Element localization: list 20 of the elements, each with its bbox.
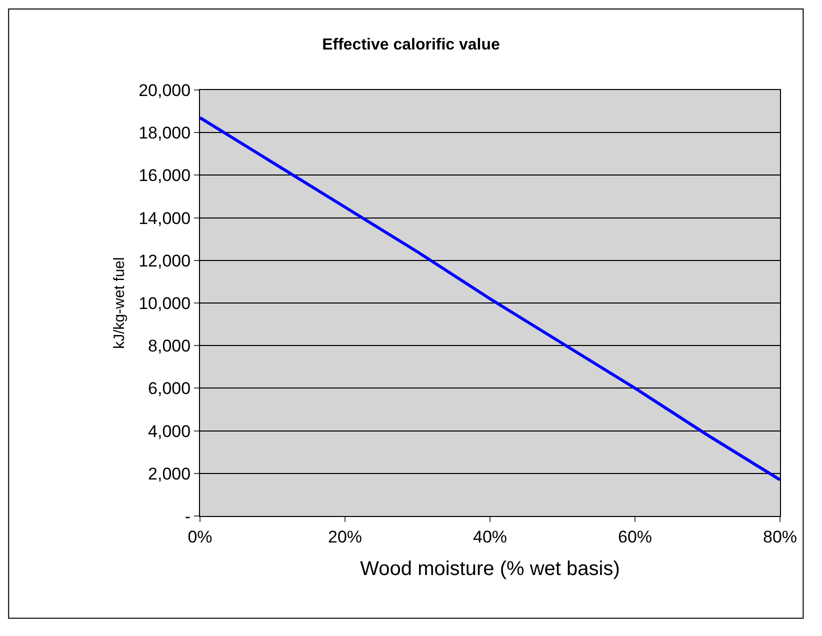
x-tick-label: 0% [188,527,212,546]
y-tick-label: 12,000 [138,251,191,270]
y-tick-label: 14,000 [138,208,191,228]
x-tick-label: 60% [618,527,652,546]
x-tick-label: 40% [472,527,508,546]
chart-title: Effective calorific value [322,36,500,54]
y-tick-label: 8,000 [148,336,191,356]
y-tick-label: 18,000 [138,124,191,143]
y-tick-label: 16,000 [138,166,191,186]
y-axis-title: kJ/kg-wet fuel [110,257,128,349]
x-tick-label: 20% [328,527,362,546]
y-tick-label: - [184,506,191,526]
line-series [200,116,780,482]
x-tick-label: 80% [762,527,798,546]
x-axis-title: Wood moisture (% wet basis) [360,558,620,580]
y-tick-label: 2,000 [148,464,191,484]
y-tick-label: 20,000 [138,80,191,100]
y-tick-label: 10,000 [138,294,191,313]
y-tick-label: 4,000 [148,422,191,441]
y-tick-label: 6,000 [148,379,191,398]
